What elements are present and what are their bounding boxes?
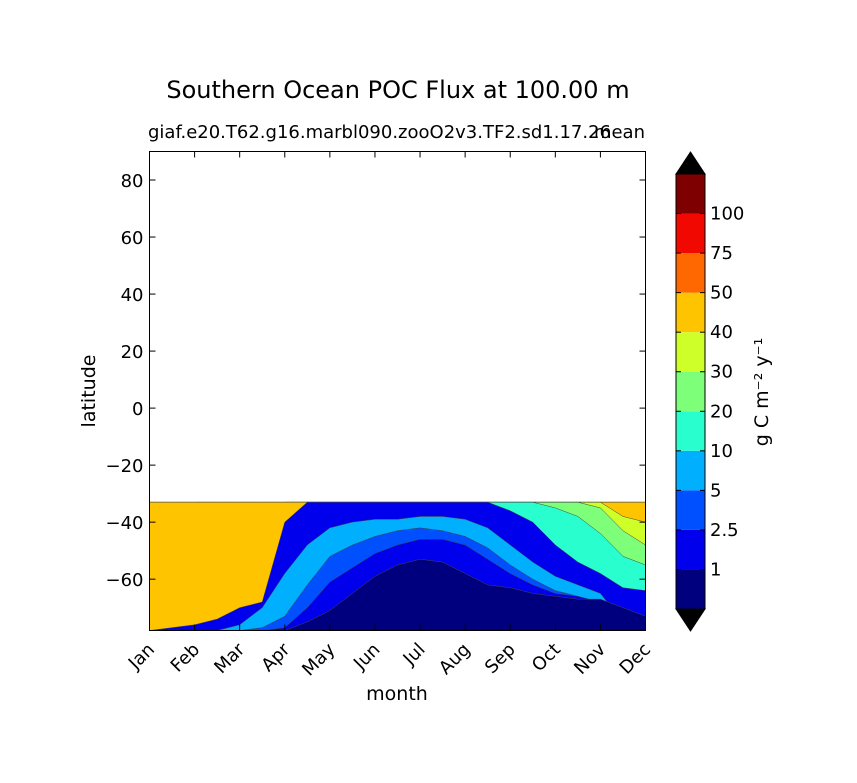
y-tick-label: 80 [121,171,144,192]
colorbar: 1 2.5 5 10 20 30 40 50 75 100 [675,151,744,632]
colorbar-segment [676,253,705,293]
colorbar-segment [676,450,705,491]
colorbar-segment [676,411,705,451]
colorbar-segment [676,292,705,333]
y-tick-label: 40 [121,285,144,306]
colorbar-segment [676,174,705,214]
y-tick-label: 60 [121,228,144,249]
colorbar-tick-label: 20 [710,401,733,422]
chart-title: Southern Ocean POC Flux at 100.00 m [166,76,629,104]
x-axis-label: month [366,683,428,705]
y-axis-label: latitude [78,355,100,428]
x-tick-label: May [298,639,339,680]
colorbar-segment [676,490,705,530]
x-tick-label: Jul [399,639,430,670]
x-tick-label: Apr [257,639,294,676]
colorbar-extend-over [675,151,706,175]
colorbar-segment [676,213,705,254]
colorbar-segment [676,371,705,412]
x-tick-label: Aug [435,639,475,679]
x-tick-label: Dec [616,639,655,678]
colorbar-label: g C m⁻² y⁻¹ [751,338,773,447]
x-tick-label: Mar [210,639,249,678]
y-tick-label: −20 [106,456,144,477]
colorbar-segment [676,569,705,609]
colorbar-segment [676,529,705,570]
colorbar-extend-under [675,608,706,632]
colorbar-tick-label: 1 [710,559,721,580]
x-tick-label: Oct [528,639,565,676]
y-tick-label: −40 [106,513,144,534]
colorbar-tick-label: 40 [710,322,733,343]
colorbar-tick-label: 100 [710,204,744,225]
colorbar-segment [676,332,705,372]
colorbar-tick-label: 50 [710,283,733,304]
colorbar-tick-label: 5 [710,480,721,501]
colorbar-tick-label: 10 [710,441,733,462]
x-tick-label: Feb [167,639,204,676]
x-tick-label: Jun [349,639,384,674]
y-axis-ticks: 80 60 40 20 0 −20 −40 −60 [106,171,646,591]
chart-subtitle-left: giaf.e20.T62.g16.marbl090.zooO2v3.TF2.sd… [148,122,611,143]
colorbar-tick-label: 30 [710,362,733,383]
x-tick-label: Nov [570,639,610,679]
y-tick-label: −60 [106,570,144,591]
plot-area: 80 60 40 20 0 −20 −40 −60 Jan Feb Mar Apr May Jun Jul… [106,151,655,680]
plot-frame [149,151,646,631]
y-tick-label: 20 [121,342,144,363]
x-tick-label: Sep [481,639,520,678]
y-tick-label: 0 [132,399,143,420]
chart-subtitle-right: mean [594,122,645,143]
contour-layers [149,501,646,631]
x-tick-label: Jan [124,639,159,674]
colorbar-tick-label: 2.5 [710,520,739,541]
colorbar-tick-label: 75 [710,243,733,264]
colorbar-frame [675,173,706,610]
